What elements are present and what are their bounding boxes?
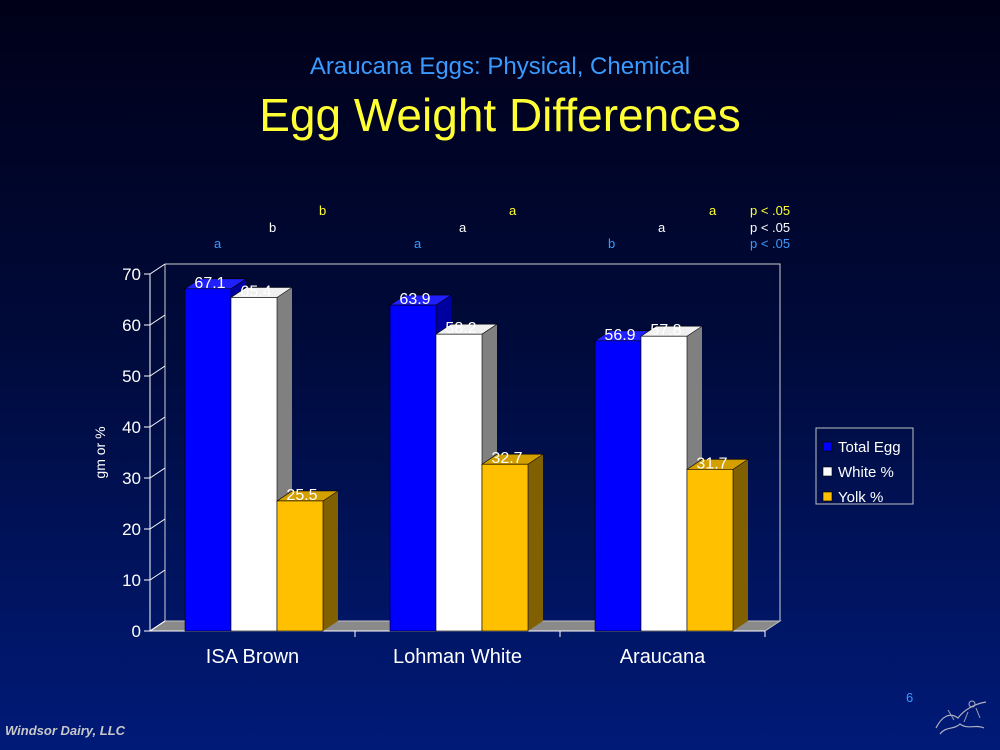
y-tick-diagonal (149, 365, 166, 377)
y-tick-diagonal (149, 467, 166, 479)
bar (276, 500, 324, 632)
subtitle: Araucana Eggs: Physical, Chemical (309, 53, 691, 80)
bar (481, 463, 529, 632)
bar (640, 335, 688, 632)
bar-side (528, 454, 543, 631)
data-label: 67.1 (194, 275, 225, 292)
bar (435, 333, 483, 632)
sig-letter: b (319, 203, 327, 218)
significance-row-3: a a b p < .05 (0, 236, 1000, 252)
bar (184, 288, 232, 632)
legend-swatch (822, 466, 833, 477)
legend-swatch (822, 491, 833, 502)
sig-letter: a (658, 220, 666, 235)
bar-side (323, 490, 338, 631)
y-axis-label: gm or % (92, 426, 108, 478)
y-tick-diagonal (149, 569, 166, 581)
sig-note: p < .05 (750, 203, 791, 218)
sig-note: p < .05 (750, 220, 791, 235)
data-label: 32.7 (491, 450, 522, 467)
y-tick-diagonal (149, 416, 166, 428)
data-label: 25.5 (286, 487, 317, 504)
sig-letter: a (709, 203, 717, 218)
bar (686, 469, 734, 632)
logo-sketch-icon (935, 700, 987, 735)
sig-note: p < .05 (750, 236, 791, 251)
data-label: 58.2 (445, 320, 476, 337)
y-tick-label: 70 (122, 265, 141, 284)
sig-letter: b (269, 220, 277, 235)
data-label: 63.9 (399, 291, 430, 308)
legend-box (815, 427, 914, 505)
bar (389, 304, 437, 632)
x-tick-label: Araucana (620, 646, 706, 668)
y-tick-diagonal (149, 263, 166, 275)
y-tick-label: 40 (122, 418, 141, 437)
sig-letter: a (509, 203, 517, 218)
plot-back-wall (165, 263, 781, 621)
y-tick-label: 60 (122, 316, 141, 335)
sig-letter: a (214, 236, 222, 251)
bar (594, 340, 642, 632)
legend-label: Yolk % (838, 489, 883, 506)
page-title: Egg Weight Differences (259, 89, 741, 141)
sig-letter: a (459, 220, 467, 235)
y-tick-diagonal (149, 620, 166, 632)
bar (230, 297, 278, 632)
y-tick-diagonal (149, 518, 166, 530)
legend-label: White % (838, 464, 894, 481)
data-label: 31.7 (696, 455, 727, 472)
page-number: 6 (906, 690, 914, 705)
legend-label: Total Egg (838, 439, 901, 456)
significance-row-2: b a a p < .05 (0, 220, 1000, 236)
sig-letter: a (414, 236, 422, 251)
y-tick-label: 0 (132, 622, 141, 641)
sig-letter: b (608, 236, 616, 251)
y-tick-label: 20 (122, 520, 141, 539)
y-tick-diagonal (149, 314, 166, 326)
significance-row-1: b a a p < .05 (0, 203, 1000, 219)
bar-side (733, 459, 748, 631)
footer-company: Windsor Dairy, LLC (5, 723, 126, 738)
y-tick-label: 10 (122, 571, 141, 590)
data-label: 57.8 (650, 322, 681, 339)
legend-swatch (822, 441, 833, 452)
x-tick-label: Lohman White (393, 646, 522, 668)
x-tick-label: ISA Brown (206, 646, 299, 668)
data-label: 65.4 (240, 283, 271, 300)
data-label: 56.9 (604, 327, 635, 344)
y-tick-label: 50 (122, 367, 141, 386)
y-tick-label: 30 (122, 469, 141, 488)
